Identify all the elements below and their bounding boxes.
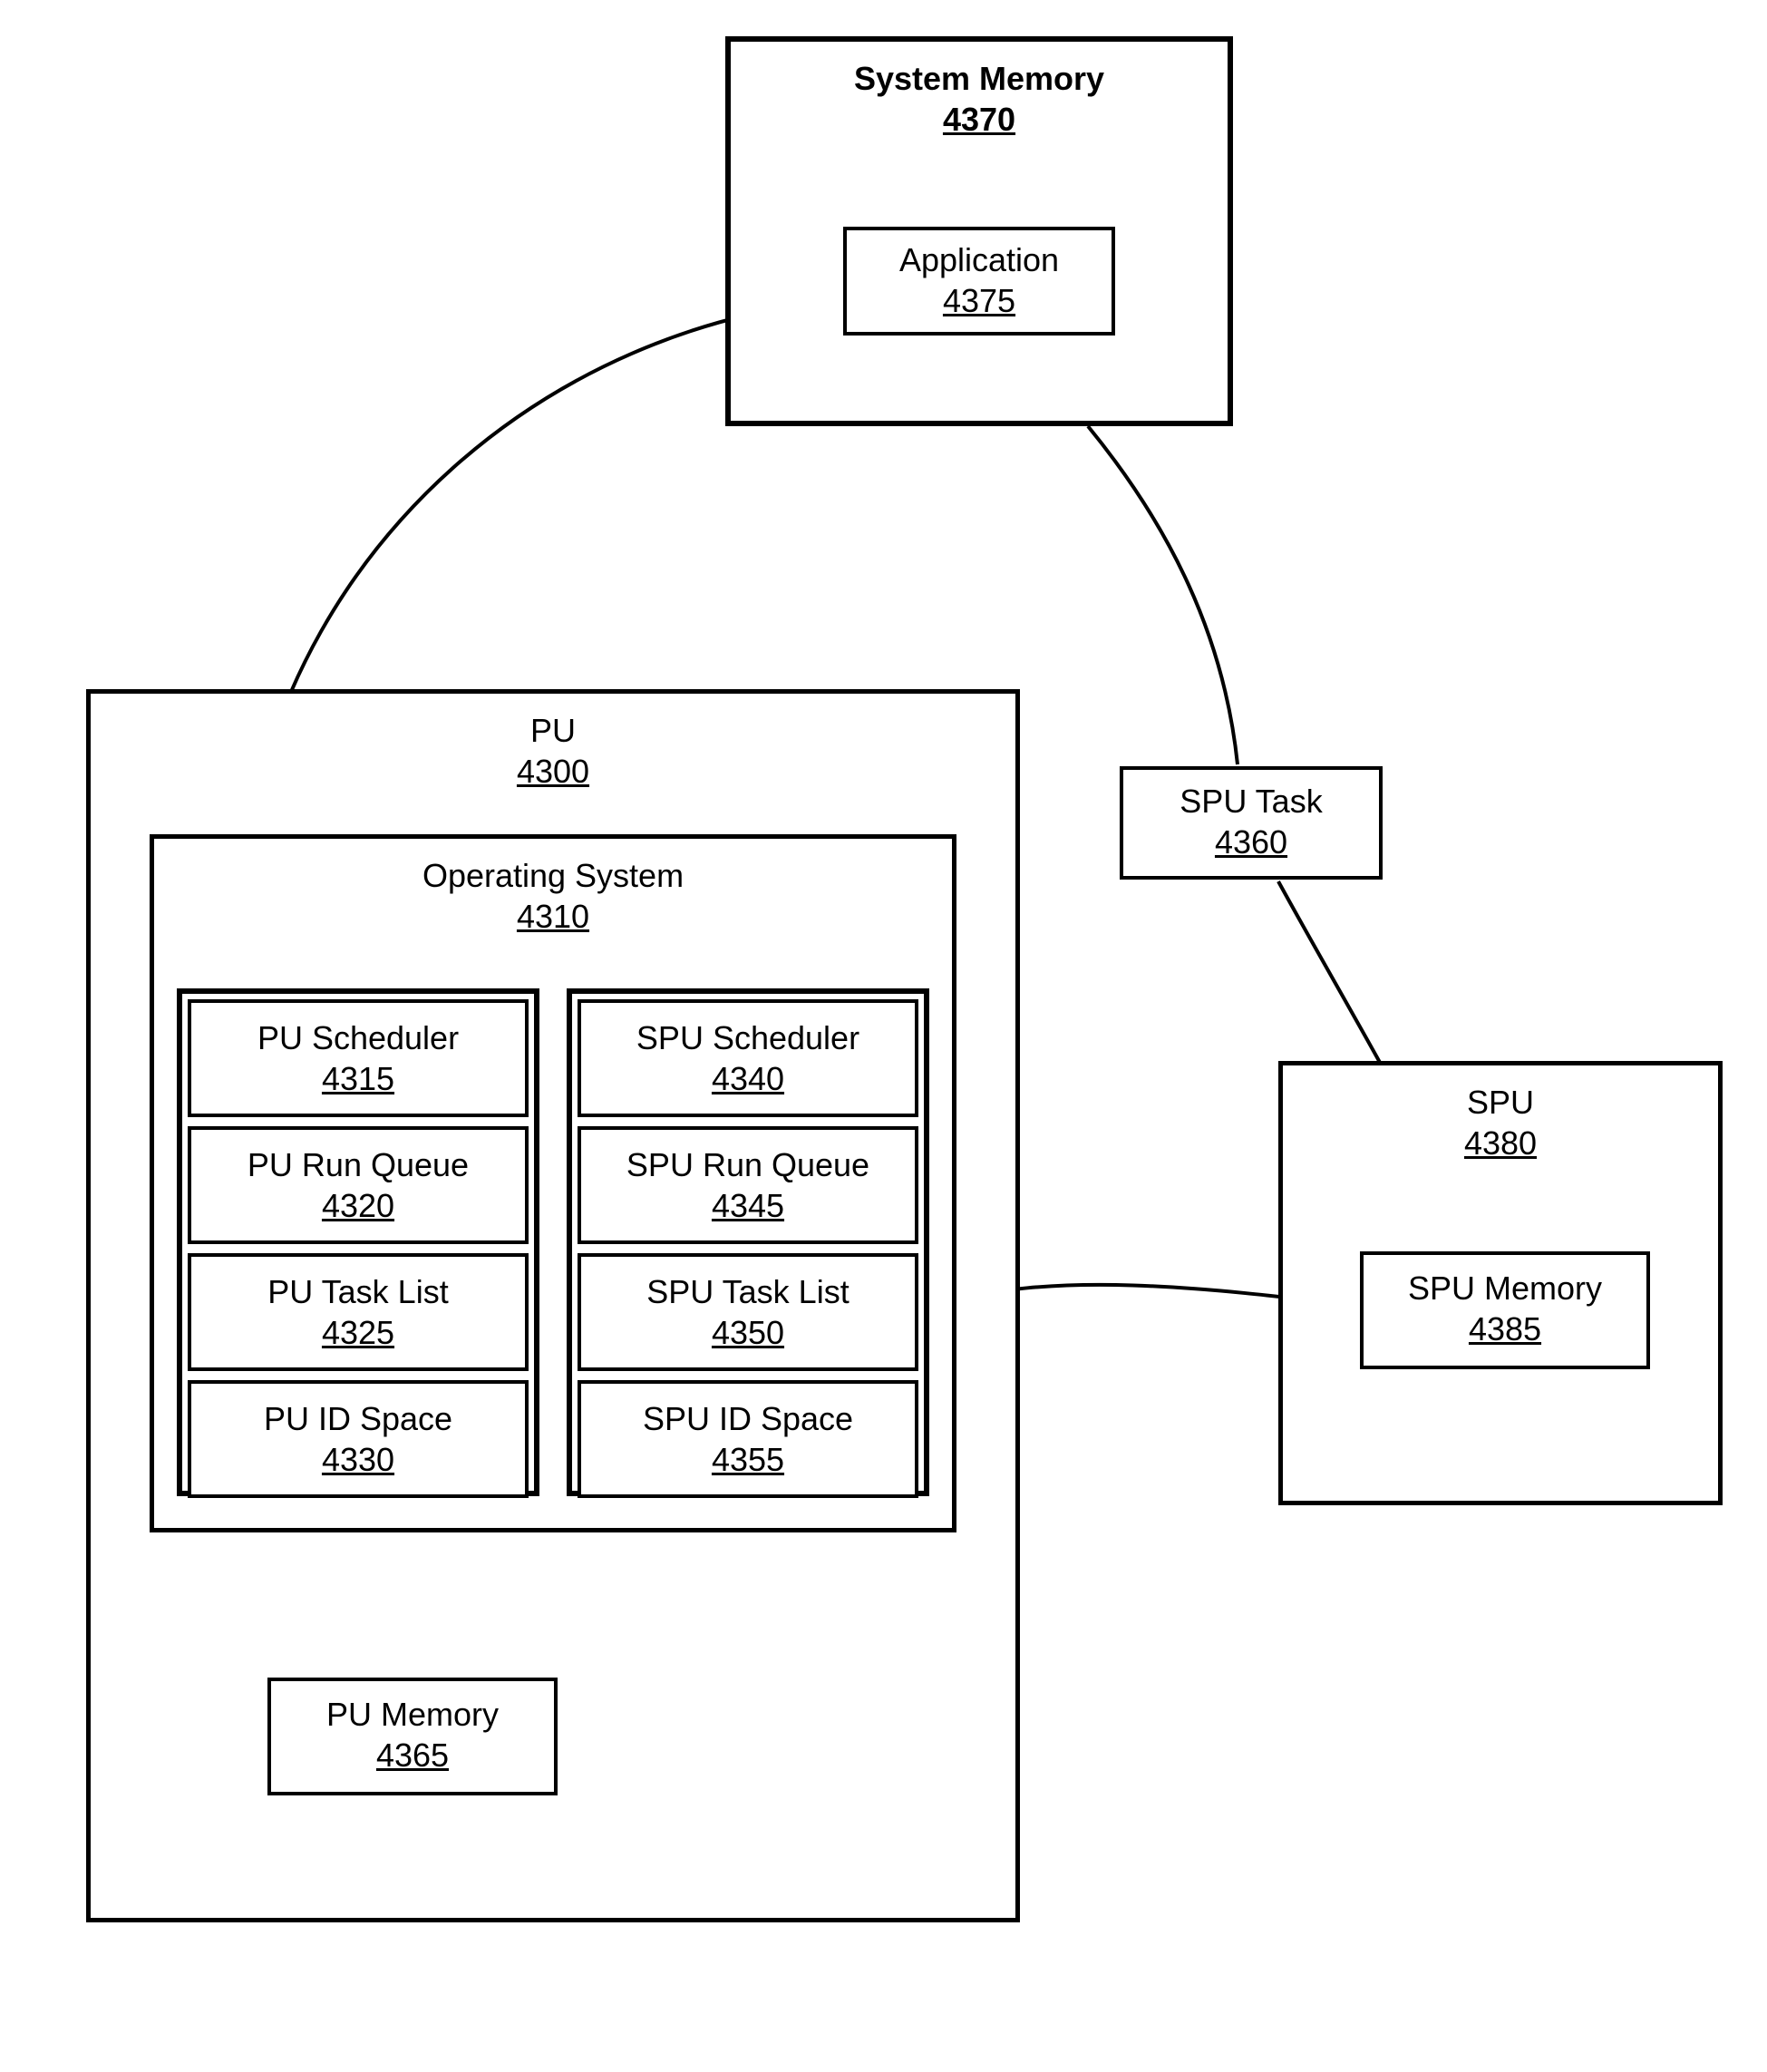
pu-col-cell-ref: 4315: [322, 1058, 394, 1099]
spu-title: SPU: [1283, 1082, 1718, 1123]
pu-ref: 4300: [91, 751, 1015, 792]
system-memory-title: System Memory: [731, 58, 1228, 99]
spu-col-cell: SPU Run Queue4345: [578, 1126, 918, 1244]
pu-col-cell-ref: 4330: [322, 1439, 394, 1480]
spu-col-cell-title: SPU Scheduler: [636, 1017, 859, 1058]
pu-memory-ref: 4365: [271, 1735, 554, 1775]
pu-col-cell: PU Scheduler4315: [188, 999, 529, 1117]
spu-col-cell: SPU ID Space4355: [578, 1380, 918, 1498]
spu-task-box: SPU Task 4360: [1120, 766, 1383, 880]
spu-col-cell-ref: 4350: [712, 1312, 784, 1353]
pu-memory-title: PU Memory: [271, 1694, 554, 1735]
pu-title: PU: [91, 710, 1015, 751]
application-title: Application: [847, 239, 1112, 280]
edge: [1088, 426, 1238, 764]
spu-memory-box: SPU Memory 4385: [1360, 1251, 1650, 1369]
pu-memory-box: PU Memory 4365: [267, 1678, 558, 1795]
pu-col-cell-title: PU Run Queue: [248, 1144, 469, 1185]
spu-col-cell-ref: 4355: [712, 1439, 784, 1480]
diagram-canvas: System Memory 4370 Application 4375 PU 4…: [0, 0, 1767, 2072]
spu-memory-ref: 4385: [1364, 1308, 1646, 1349]
spu-col-cell: SPU Scheduler4340: [578, 999, 918, 1117]
operating-system-title: Operating System: [154, 855, 952, 896]
pu-col-cell: PU ID Space4330: [188, 1380, 529, 1498]
operating-system-ref: 4310: [154, 896, 952, 937]
spu-col-cell-ref: 4345: [712, 1185, 784, 1226]
spu-ref: 4380: [1283, 1123, 1718, 1163]
pu-col-cell: PU Task List4325: [188, 1253, 529, 1371]
pu-col-cell-title: PU Scheduler: [257, 1017, 459, 1058]
spu-col-cell-title: SPU Task List: [646, 1271, 849, 1312]
application-box: Application 4375: [843, 227, 1115, 336]
spu-col-cell-title: SPU ID Space: [643, 1398, 853, 1439]
spu-task-ref: 4360: [1123, 822, 1379, 862]
pu-col-cell-title: PU ID Space: [264, 1398, 452, 1439]
pu-col-cell-ref: 4320: [322, 1185, 394, 1226]
spu-col-cell: SPU Task List4350: [578, 1253, 918, 1371]
spu-col-cell-ref: 4340: [712, 1058, 784, 1099]
spu-col-cell-title: SPU Run Queue: [626, 1144, 869, 1185]
system-memory-ref: 4370: [731, 99, 1228, 140]
spu-task-title: SPU Task: [1123, 781, 1379, 822]
application-ref: 4375: [847, 280, 1112, 321]
spu-memory-title: SPU Memory: [1364, 1268, 1646, 1308]
pu-col-cell: PU Run Queue4320: [188, 1126, 529, 1244]
pu-col-cell-ref: 4325: [322, 1312, 394, 1353]
pu-col-cell-title: PU Task List: [267, 1271, 448, 1312]
